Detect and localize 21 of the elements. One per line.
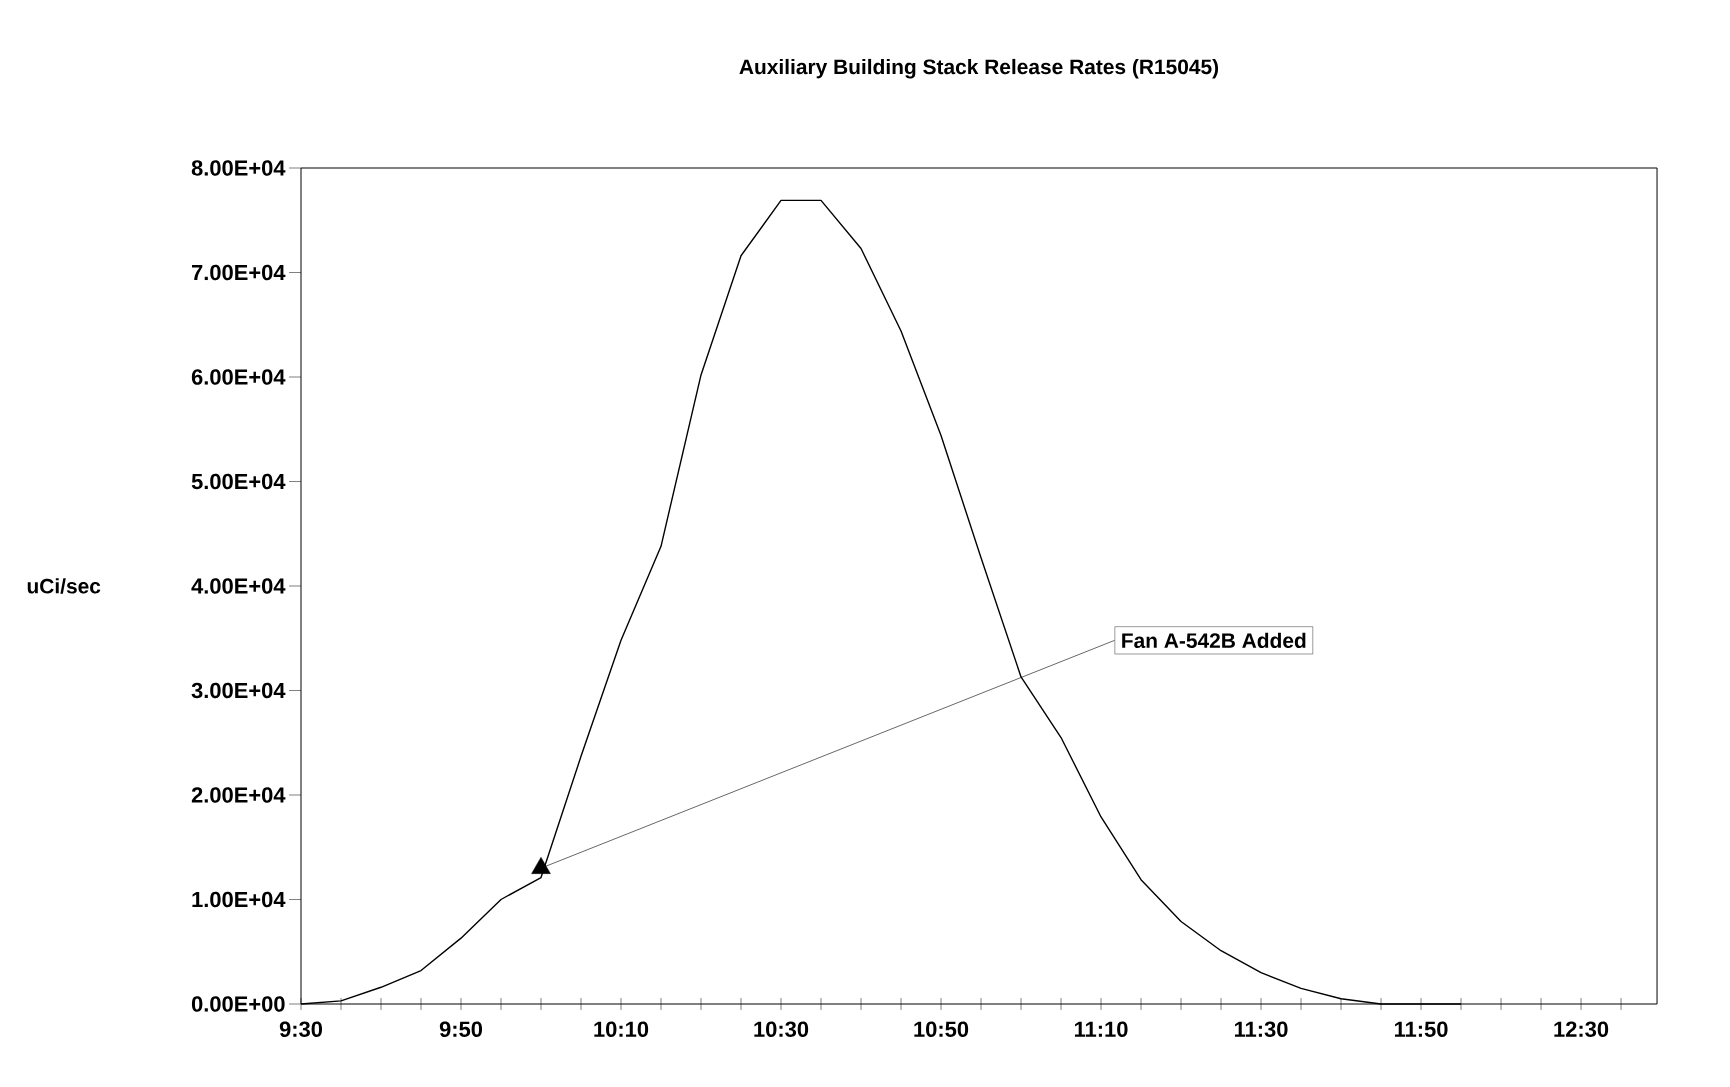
x-tick-label: 10:10 bbox=[594, 1021, 649, 1037]
y-tick-label: 7.00E+04 bbox=[192, 264, 286, 281]
x-tick-label: 10:50 bbox=[914, 1021, 969, 1037]
chart-title: Auxiliary Building Stack Release Rates (R15045) bbox=[739, 58, 1219, 79]
y-tick-label: 8.00E+04 bbox=[191, 160, 286, 176]
y-tick-label: 2.00E+04 bbox=[191, 787, 286, 803]
y-tick-label: 3.00E+04 bbox=[191, 682, 286, 699]
x-tick-label: 11:10 bbox=[1074, 1021, 1128, 1037]
y-tick-label: 0.00E+00 bbox=[191, 996, 285, 1012]
text: uCi/sec bbox=[27, 578, 101, 594]
y-tick-label: 4.00E+04 bbox=[191, 578, 286, 594]
x-tick-label: 9:30 bbox=[279, 1021, 323, 1038]
y-tick-label: 6.00E+04 bbox=[191, 369, 286, 385]
x-tick-label: 9:50 bbox=[439, 1021, 483, 1037]
y-tick-label: 5.00E+04 bbox=[191, 473, 286, 490]
x-tick-label: 11:50 bbox=[1394, 1021, 1448, 1037]
annotation: Fan A-542B Added bbox=[1122, 632, 1306, 649]
x-tick-label: 12:30 bbox=[1554, 1021, 1609, 1038]
x-tick-label: 10:30 bbox=[754, 1021, 809, 1038]
y-tick-label: 1.00E+04 bbox=[192, 891, 286, 908]
x-tick-label: 11:30 bbox=[1234, 1021, 1288, 1038]
